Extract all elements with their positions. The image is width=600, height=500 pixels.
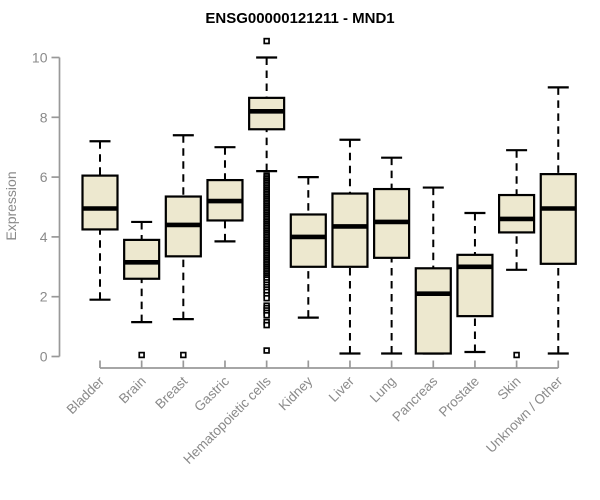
x-category-label-breast: Breast xyxy=(152,373,190,411)
y-tick-label: 8 xyxy=(40,109,48,125)
y-tick-label: 6 xyxy=(40,169,48,185)
chart-title: ENSG00000121211 - MND1 xyxy=(205,10,395,27)
x-category-label-bladder: Bladder xyxy=(64,373,108,417)
x-category-label-pancreas: Pancreas xyxy=(389,373,440,424)
box-pancreas xyxy=(414,267,452,355)
box-kidney xyxy=(289,213,327,268)
outlier-hematopoietic-cells xyxy=(263,37,270,45)
x-category-label-gastric: Gastric xyxy=(191,373,232,414)
y-tick-label: 10 xyxy=(32,50,48,66)
y-tick-label: 0 xyxy=(40,349,48,365)
x-category-label-skin: Skin xyxy=(495,374,524,403)
outlier-hematopoietic-cells xyxy=(263,311,270,319)
box-skin xyxy=(498,193,536,234)
x-category-label-liver: Liver xyxy=(326,373,358,405)
outlier-hematopoietic-cells xyxy=(263,294,270,302)
box-unknown-other xyxy=(539,173,577,265)
x-category-label-kidney: Kidney xyxy=(276,373,316,413)
box-liver xyxy=(331,192,369,268)
outlier-skin xyxy=(513,351,520,359)
y-tick-label: 2 xyxy=(40,289,48,305)
outlier-breast xyxy=(180,351,187,359)
outlier-brain xyxy=(138,351,145,359)
outlier-hematopoietic-cells xyxy=(263,321,270,329)
x-category-label-prostate: Prostate xyxy=(436,374,482,420)
box-prostate xyxy=(456,253,494,318)
y-tick-label: 4 xyxy=(40,229,48,245)
box-bladder xyxy=(81,174,119,231)
x-category-label-brain: Brain xyxy=(116,374,149,407)
outlier-hematopoietic-cells xyxy=(263,347,270,354)
x-category-label-unknown-other: Unknown / Other xyxy=(483,373,566,456)
box-brain xyxy=(123,238,161,280)
x-category-label-lung: Lung xyxy=(367,374,399,406)
